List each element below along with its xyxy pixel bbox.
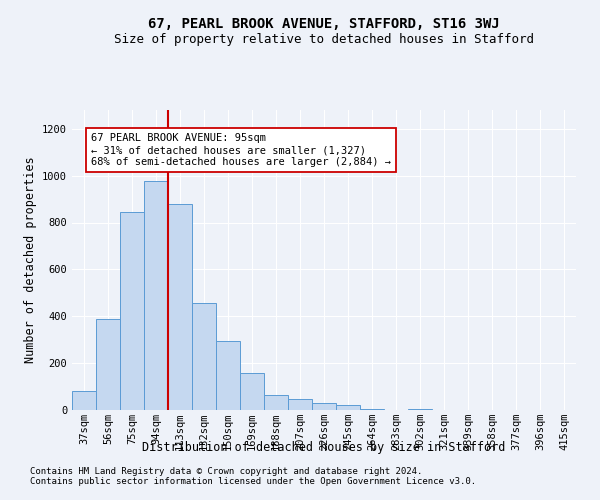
Text: Contains public sector information licensed under the Open Government Licence v3: Contains public sector information licen… — [30, 477, 476, 486]
Bar — [120, 212, 144, 410]
Bar — [312, 403, 336, 410]
Text: 67, PEARL BROOK AVENUE, STAFFORD, ST16 3WJ: 67, PEARL BROOK AVENUE, STAFFORD, ST16 3… — [148, 18, 500, 32]
Bar — [408, 409, 432, 410]
Bar — [192, 304, 216, 410]
Bar — [360, 409, 384, 410]
Bar — [216, 341, 240, 410]
Bar — [72, 391, 96, 410]
Y-axis label: Number of detached properties: Number of detached properties — [23, 156, 37, 364]
Bar — [240, 372, 264, 410]
Bar — [144, 182, 168, 410]
Bar — [264, 395, 288, 410]
Bar — [336, 406, 360, 410]
Bar — [96, 318, 120, 410]
Text: Distribution of detached houses by size in Stafford: Distribution of detached houses by size … — [142, 441, 506, 454]
Text: 67 PEARL BROOK AVENUE: 95sqm
← 31% of detached houses are smaller (1,327)
68% of: 67 PEARL BROOK AVENUE: 95sqm ← 31% of de… — [91, 134, 391, 166]
Bar — [168, 204, 192, 410]
Text: Size of property relative to detached houses in Stafford: Size of property relative to detached ho… — [114, 32, 534, 46]
Text: Contains HM Land Registry data © Crown copyright and database right 2024.: Contains HM Land Registry data © Crown c… — [30, 467, 422, 476]
Bar — [288, 399, 312, 410]
